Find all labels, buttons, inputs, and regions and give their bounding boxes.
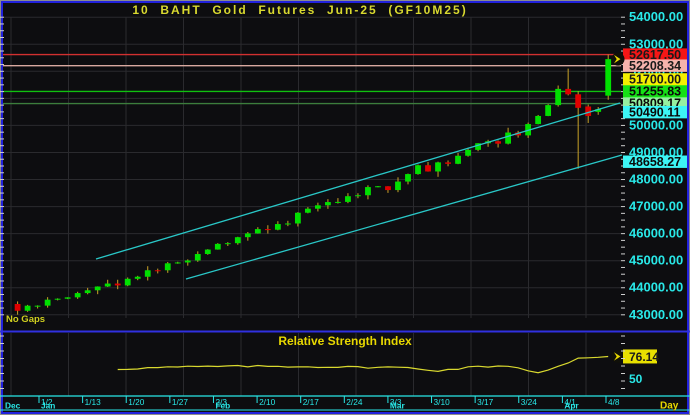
svg-text:2/24: 2/24 <box>346 397 363 407</box>
svg-text:Dec: Dec <box>5 401 21 411</box>
svg-text:48000.00: 48000.00 <box>629 172 683 187</box>
svg-text:3/24: 3/24 <box>521 397 538 407</box>
svg-text:47000.00: 47000.00 <box>629 199 683 214</box>
svg-text:45000.00: 45000.00 <box>629 253 683 268</box>
svg-text:4/8: 4/8 <box>608 397 620 407</box>
svg-text:3/10: 3/10 <box>434 397 451 407</box>
svg-text:2/10: 2/10 <box>259 397 276 407</box>
svg-text:Mar: Mar <box>390 401 406 411</box>
svg-text:46000.00: 46000.00 <box>629 226 683 241</box>
svg-text:54000.00: 54000.00 <box>629 9 683 24</box>
svg-text:Jan: Jan <box>41 401 55 411</box>
svg-text:44000.00: 44000.00 <box>629 280 683 295</box>
svg-text:1/27: 1/27 <box>172 397 189 407</box>
svg-text:Day: Day <box>660 401 679 412</box>
svg-text:Relative Strength Index: Relative Strength Index <box>278 334 412 348</box>
svg-text:3/17: 3/17 <box>477 397 494 407</box>
svg-text:76.14: 76.14 <box>629 350 659 364</box>
svg-text:52208.34: 52208.34 <box>629 59 681 73</box>
svg-text:No Gaps: No Gaps <box>6 314 45 325</box>
svg-text:43000.00: 43000.00 <box>629 307 683 322</box>
svg-text:50490.11: 50490.11 <box>629 105 680 119</box>
svg-text:48658.27: 48658.27 <box>629 155 681 169</box>
svg-text:Apr: Apr <box>564 401 579 411</box>
svg-text:1/13: 1/13 <box>85 397 102 407</box>
svg-text:Feb: Feb <box>215 401 230 411</box>
svg-text:50000.00: 50000.00 <box>629 117 683 132</box>
svg-text:50: 50 <box>629 372 643 386</box>
svg-text:2/17: 2/17 <box>303 397 320 407</box>
svg-text:1/20: 1/20 <box>128 397 145 407</box>
